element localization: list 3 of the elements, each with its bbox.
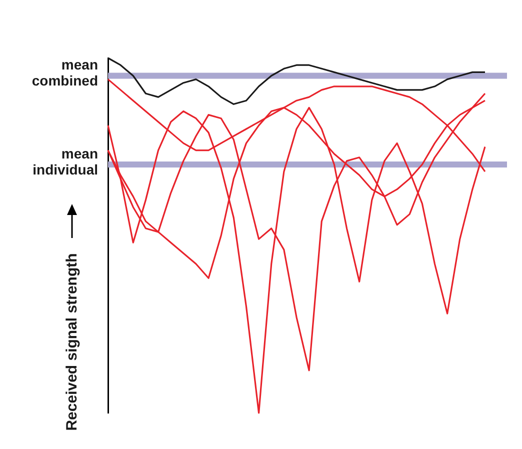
- y-axis-title: Received signal strength: [64, 253, 80, 431]
- ref-line-label: mean individual: [32, 145, 98, 178]
- ref-line-label: mean combined: [32, 56, 98, 89]
